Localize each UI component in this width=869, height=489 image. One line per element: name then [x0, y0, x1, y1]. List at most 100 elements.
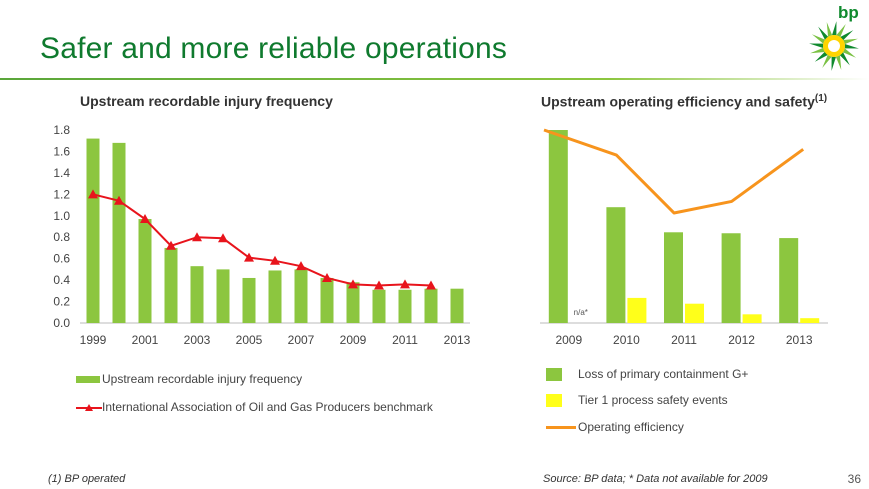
logo-petal [818, 26, 829, 40]
legend-swatch-loss-of-containment [546, 368, 562, 382]
left-chart-x-tick-label: 2001 [132, 333, 159, 347]
left-chart-y-tick-label: 1.2 [53, 187, 70, 201]
legend-swatch-iogp-benchmark [76, 403, 102, 411]
left-chart-benchmark-point [400, 279, 410, 289]
left-chart-bar [346, 282, 360, 323]
left-chart-y-tick-label: 1.0 [53, 209, 70, 223]
right-chart-containment-bar [606, 207, 626, 323]
logo-petal [843, 38, 858, 45]
left-chart-benchmark-point [426, 280, 436, 290]
logo-petal [822, 54, 832, 69]
footnote-source: Source: BP data; * Data not available fo… [543, 473, 768, 485]
left-chart-benchmark-point [218, 233, 228, 243]
left-chart-benchmark-point [270, 255, 280, 265]
right-chart-x-tick-label: 2010 [613, 333, 640, 347]
logo-core [828, 40, 840, 52]
logo-petal [826, 22, 833, 37]
right-chart-containment-bar [664, 232, 683, 323]
bp-logo-text: bp [838, 3, 859, 22]
logo-petal [835, 55, 842, 70]
left-chart-bar [372, 289, 386, 323]
logo-petal [831, 56, 836, 71]
left-chart-y-tick-label: 0.2 [53, 295, 70, 309]
left-chart-bar [268, 270, 282, 323]
logo-petal [814, 51, 828, 62]
left-chart-benchmark-point [192, 232, 202, 242]
legend-label-iogp-benchmark: International Association of Oil and Gas… [102, 400, 433, 414]
legend-item-loss-of-containment: Loss of primary containment G+ [546, 367, 749, 382]
left-chart-bar [450, 288, 464, 323]
logo-petal [809, 43, 824, 48]
legend-swatch-operating-efficiency [546, 426, 576, 430]
left-chart-y-tick-label: 0.0 [53, 316, 70, 330]
legend-label-operating-efficiency: Operating efficiency [578, 420, 684, 434]
right-chart-x-tick-label: 2012 [728, 333, 755, 347]
right-chart-title: Upstream operating efficiency and safety… [541, 93, 827, 110]
left-chart-bar [138, 218, 152, 323]
left-chart-bar [216, 269, 230, 323]
left-chart-x-tick-label: 2013 [444, 333, 471, 347]
logo-petal [842, 48, 857, 58]
right-chart-tier1-bar [685, 303, 704, 323]
logo-petal [836, 23, 846, 38]
left-chart-y-tick-label: 1.8 [53, 123, 70, 137]
legend-label-tier1-events: Tier 1 process safety events [578, 393, 728, 407]
left-chart-bar [190, 266, 204, 323]
left-chart-benchmark-point [374, 280, 384, 290]
right-chart-title-text: Upstream operating efficiency and safety [541, 93, 815, 110]
left-chart-x-tick-label: 2009 [340, 333, 367, 347]
left-chart-bar [398, 289, 412, 323]
left-chart-benchmark-point [88, 189, 98, 199]
right-chart-containment-bar [721, 233, 741, 323]
left-chart-benchmark-point [140, 213, 150, 223]
legend-item-tier1-events: Tier 1 process safety events [546, 393, 728, 408]
right-chart-tier1-bar [800, 318, 820, 323]
legend-item-iogp-benchmark: International Association of Oil and Gas… [76, 400, 433, 414]
left-chart: 0.0 0.2 0.4 0.6 0.8 1.0 1.2 1.4 1.6 1.8 1999 2001 20… [53, 123, 471, 347]
left-chart-bar [164, 247, 178, 323]
right-chart-tier1-bar [742, 314, 762, 323]
legend-item-injury-frequency: Upstream recordable injury frequency [76, 372, 302, 386]
right-chart: 2009 2010 2011 2012 2013 n/a* [540, 128, 828, 347]
right-chart-x-tick-label: 2011 [671, 333, 697, 347]
logo-petal [844, 44, 859, 49]
right-chart-annotation: n/a* [574, 308, 588, 317]
left-chart-y-tick-label: 0.4 [53, 273, 70, 287]
page-title: Safer and more reliable operations [40, 32, 508, 65]
right-chart-containment-bar [779, 238, 799, 323]
left-chart-bar [86, 138, 100, 323]
logo-petal [839, 52, 850, 66]
left-chart-benchmark-point [166, 240, 176, 250]
right-chart-containment-bar [548, 130, 568, 323]
left-chart-y-tick-label: 0.8 [53, 230, 70, 244]
left-chart-bar [112, 142, 126, 323]
left-chart-x-tick-label: 2005 [236, 333, 263, 347]
left-chart-benchmark-point [244, 252, 254, 262]
left-chart-benchmark-point [348, 279, 358, 289]
left-chart-bar [242, 277, 256, 323]
logo-petal [832, 21, 837, 36]
left-chart-benchmark-line [92, 193, 432, 287]
logo-petal [811, 34, 826, 44]
left-chart-bar [424, 288, 438, 323]
left-chart-y-tick-label: 0.6 [53, 252, 70, 266]
left-chart-x-tick-label: 1999 [80, 333, 107, 347]
left-chart-x-tick-label: 2011 [392, 333, 418, 347]
left-chart-benchmark-point [322, 272, 332, 282]
right-chart-tier1-bar [627, 297, 647, 323]
left-chart-x-tick-label: 2003 [184, 333, 211, 347]
title-divider [0, 78, 869, 80]
left-chart-bar [294, 269, 308, 323]
legend-item-operating-efficiency: Operating efficiency [546, 420, 684, 434]
left-chart-y-tick-label: 1.4 [53, 166, 70, 180]
page-number: 36 [847, 472, 861, 486]
legend-label-injury-frequency: Upstream recordable injury frequency [102, 372, 303, 386]
right-chart-x-tick-label: 2009 [555, 333, 582, 347]
legend-swatch-tier1-events [546, 394, 562, 408]
logo-petal [810, 47, 825, 54]
left-chart-y-tick-label: 1.6 [53, 144, 70, 158]
legend-label-loss-of-containment: Loss of primary containment G+ [578, 367, 749, 381]
left-chart-x-tick-label: 2007 [288, 333, 315, 347]
footnote-bp-operated: (1) BP operated [48, 473, 126, 485]
logo-petal [840, 30, 854, 41]
